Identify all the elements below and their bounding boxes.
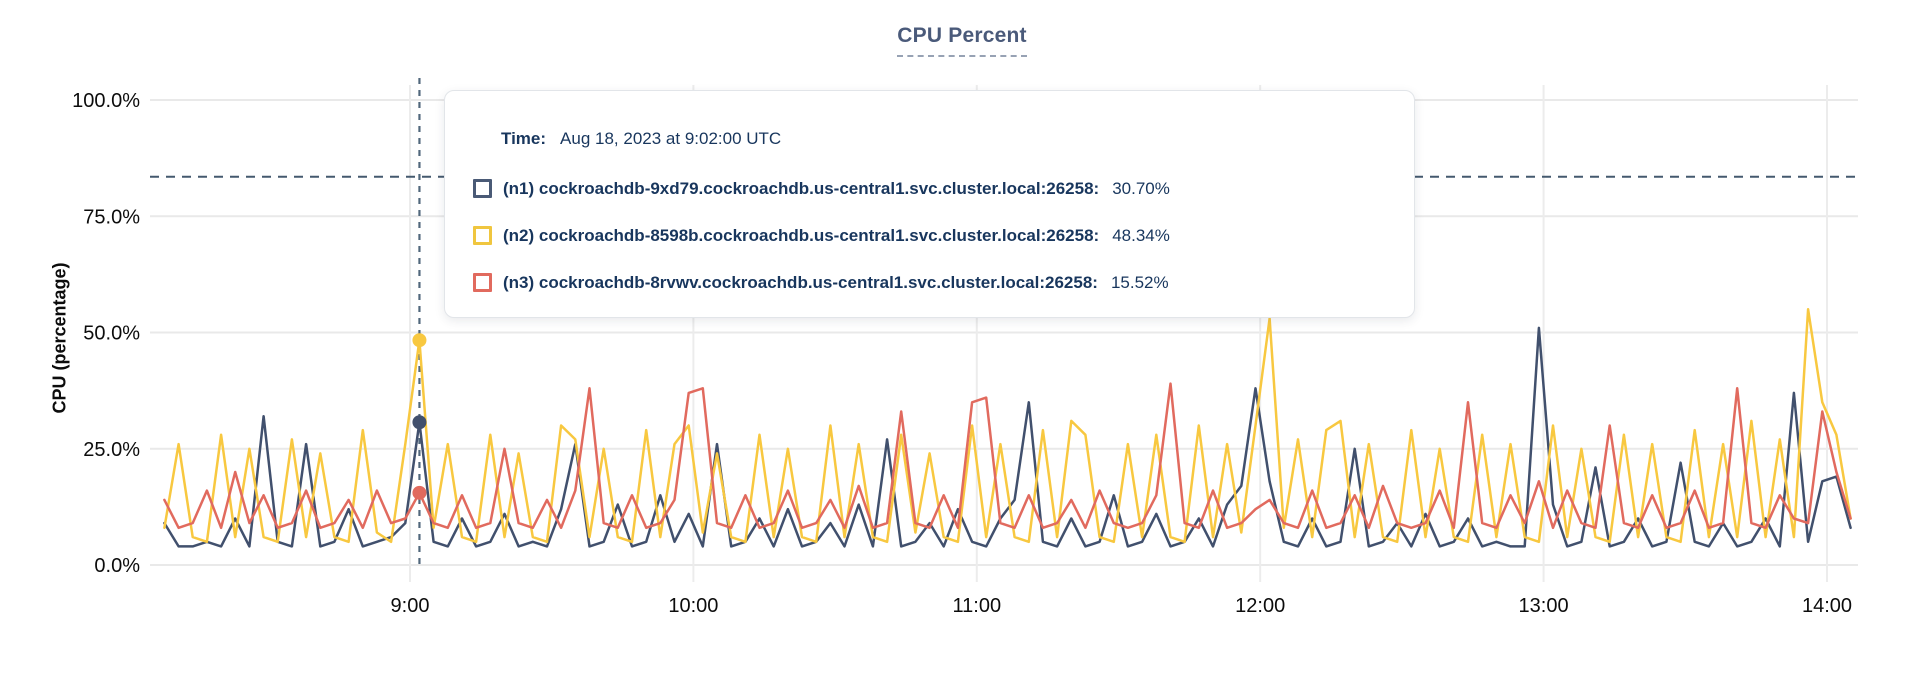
series-label: (n3) cockroachdb-8rvwv.cockroachdb.us-ce…	[503, 273, 1098, 292]
series-value: 48.34%	[1112, 226, 1170, 245]
x-tick-label: 10:00	[668, 595, 718, 617]
tooltip-row-n2: (n2) cockroachdb-8598b.cockroachdb.us-ce…	[473, 224, 1390, 247]
tooltip-time-label: Time:	[501, 129, 547, 148]
tooltip-row-n1: (n1) cockroachdb-9xd79.cockroachdb.us-ce…	[473, 177, 1390, 200]
tooltip-row-n3: (n3) cockroachdb-8rvwv.cockroachdb.us-ce…	[473, 271, 1390, 294]
x-tick-label: 11:00	[953, 595, 1002, 617]
series-swatch-icon	[473, 273, 492, 292]
tooltip-time-row: Time: Aug 18, 2023 at 9:02:00 UTC	[501, 127, 1390, 150]
series-line-n3	[163, 382, 1852, 530]
series-line-n1	[163, 326, 1852, 548]
x-tick-label: 13:00	[1519, 595, 1569, 617]
y-axis-title: CPU (percentage)	[49, 262, 70, 414]
hover-marker-n2	[412, 333, 427, 348]
y-tick-label: 0.0%	[94, 555, 140, 577]
y-tick-label: 100.0%	[72, 90, 140, 112]
series-value: 30.70%	[1112, 179, 1170, 198]
chart-title: CPU Percent	[897, 24, 1027, 57]
chart-header: CPU Percent	[0, 24, 1924, 57]
x-tick-label: 14:00	[1802, 595, 1852, 617]
series-label: (n2) cockroachdb-8598b.cockroachdb.us-ce…	[503, 226, 1100, 245]
y-tick-label: 25.0%	[83, 439, 140, 461]
y-tick-label: 75.0%	[83, 206, 140, 228]
hover-marker-n1	[412, 415, 427, 430]
hover-marker-n3	[412, 485, 427, 500]
y-tick-label: 50.0%	[83, 323, 140, 345]
series-line-n2	[163, 308, 1852, 544]
series-swatch-icon	[473, 226, 492, 245]
x-tick-label: 9:00	[391, 595, 430, 617]
hover-tooltip: Time: Aug 18, 2023 at 9:02:00 UTC (n1) co…	[444, 90, 1415, 318]
x-tick-label: 12:00	[1235, 595, 1285, 617]
series-value: 15.52%	[1110, 273, 1169, 292]
series-swatch-icon	[473, 179, 492, 198]
series-label: (n1) cockroachdb-9xd79.cockroachdb.us-ce…	[503, 179, 1100, 198]
tooltip-time-value: Aug 18, 2023 at 9:02:00 UTC	[560, 129, 782, 148]
